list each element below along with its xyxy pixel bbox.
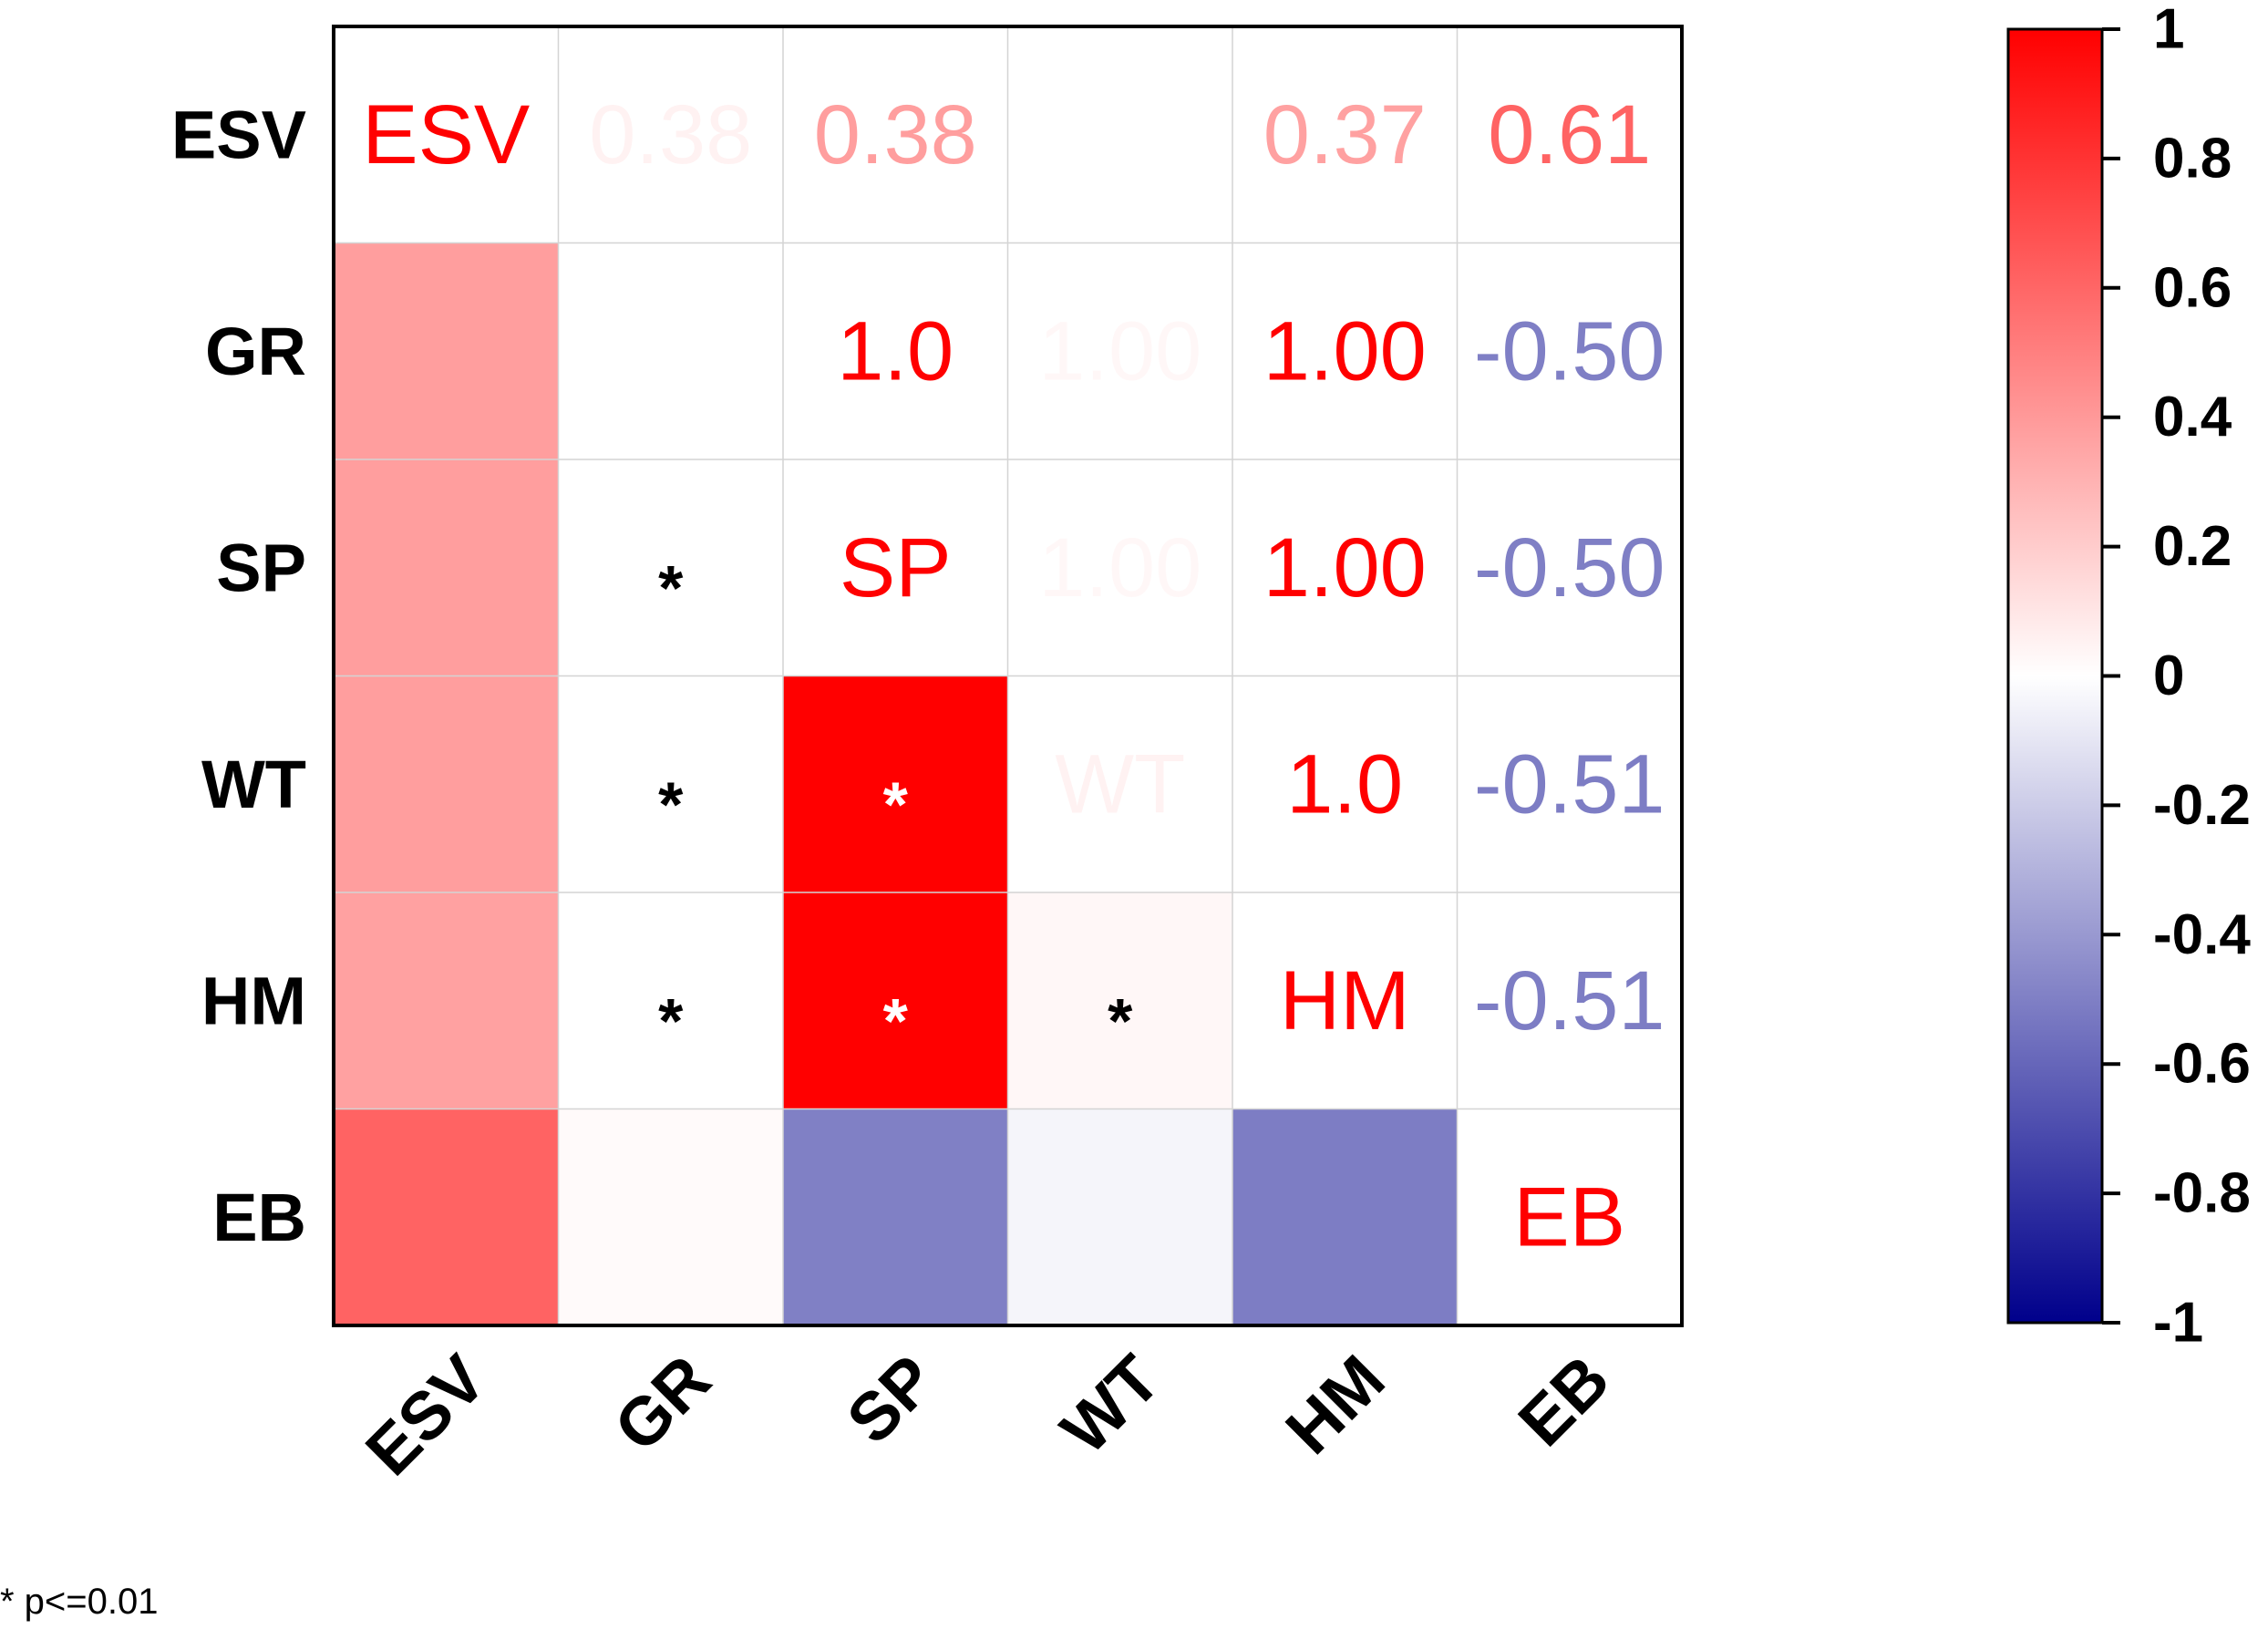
cell-value-esv-eb: 0.61	[1488, 88, 1651, 181]
heatmap-tile-hm-sp	[783, 892, 1008, 1109]
heatmap-tiles	[334, 242, 1458, 1325]
significance-footnote: * p<=0.01	[0, 1582, 159, 1622]
colorbar-ticks: 1 0.8 0.6 0.4 0.2 0 -0.2 -0.4 -0.6 -0.8 -1	[2102, 0, 2251, 1355]
heatmap-tile-eb-gr	[558, 1108, 783, 1325]
cell-value-wt-hm: 1.0	[1286, 737, 1403, 830]
heatmap-cell-texts: 0.38 0.38 0.37 0.61 1.0 1.00 1.00 -0.50 1.00 1.00…	[362, 88, 1665, 1264]
column-label-esv: ESV	[351, 1341, 500, 1490]
row-label-hm: HM	[201, 963, 306, 1038]
colorbar-gradient	[2006, 27, 2104, 1325]
heatmap-tile-sp-esv	[334, 459, 559, 676]
cell-value-esv-gr: 0.38	[589, 88, 752, 181]
row-label-gr: GR	[205, 314, 306, 389]
significance-star-hm-wt: *	[1108, 985, 1133, 1057]
cell-value-sp-eb: -0.50	[1474, 521, 1665, 614]
heatmap-tile-hm-wt	[1007, 892, 1232, 1109]
diagonal-label-wt-wt: WT	[1055, 737, 1185, 830]
row-label-wt: WT	[201, 747, 306, 822]
heatmap-tile-eb-wt	[1007, 1108, 1232, 1325]
significance-star-hm-gr: *	[658, 985, 684, 1057]
heatmap-frame	[332, 25, 1684, 1327]
heatmap-tile-wt-esv	[334, 675, 559, 892]
column-label-wt: WT	[1046, 1341, 1174, 1469]
cell-value-gr-eb: -0.50	[1474, 304, 1665, 397]
diagonal-label-esv-esv: ESV	[362, 88, 530, 181]
cell-value-esv-hm: 0.37	[1263, 88, 1427, 181]
colorbar	[2006, 27, 2104, 1325]
colorbar-tick-label: 0.8	[2153, 127, 2232, 190]
colorbar-tick-label: -0.8	[2153, 1162, 2251, 1225]
significance-star-wt-gr: *	[658, 768, 684, 840]
significance-star-wt-sp: *	[883, 768, 909, 840]
cell-value-sp-wt: 1.00	[1038, 521, 1201, 614]
cell-value-gr-sp: 1.0	[837, 304, 954, 397]
row-label-esv: ESV	[171, 97, 306, 172]
colorbar-tick-label: 0.6	[2153, 256, 2232, 319]
heatmap-tile-eb-sp	[783, 1108, 1008, 1325]
heatmap-gridlines	[334, 26, 1682, 1325]
row-label-eb: EB	[212, 1180, 306, 1255]
colorbar-tick-label: 0.4	[2153, 386, 2232, 448]
heatmap-tile-eb-esv	[334, 1108, 559, 1325]
significance-star-sp-gr: *	[658, 552, 684, 624]
colorbar-tick-label: 0	[2153, 644, 2184, 707]
diagonal-label-hm-hm: HM	[1280, 954, 1410, 1047]
heatmap-tile-gr-esv	[334, 242, 559, 459]
column-label-sp: SP	[832, 1341, 949, 1458]
colorbar-tick-label: 0.2	[2153, 515, 2232, 578]
colorbar-tick-label: -0.2	[2153, 774, 2251, 837]
cell-value-gr-wt: 1.00	[1038, 304, 1201, 397]
row-label-sp: SP	[216, 530, 306, 605]
cell-value-gr-hm: 1.00	[1263, 304, 1427, 397]
colorbar-tick-label: -0.4	[2153, 903, 2251, 966]
significance-star-hm-sp: *	[883, 985, 909, 1057]
heatmap-tile-eb-hm	[1232, 1108, 1458, 1325]
cell-value-sp-hm: 1.00	[1263, 521, 1427, 614]
diagonal-label-eb-eb: EB	[1513, 1170, 1625, 1263]
colorbar-tick-label: 1	[2153, 0, 2184, 61]
heatmap-tile-wt-sp	[783, 675, 1008, 892]
column-label-hm: HM	[1272, 1341, 1399, 1469]
cell-value-hm-eb: -0.51	[1474, 954, 1665, 1047]
cell-value-wt-eb: -0.51	[1474, 737, 1665, 830]
colorbar-tick-label: -1	[2153, 1292, 2203, 1355]
cell-value-esv-sp: 0.38	[814, 88, 977, 181]
column-label-eb: EB	[1504, 1341, 1624, 1460]
heatmap-tile-hm-esv	[334, 892, 559, 1109]
column-label-gr: GR	[600, 1341, 725, 1466]
diagonal-label-sp-sp: SP	[840, 521, 952, 614]
colorbar-tick-label: -0.6	[2153, 1033, 2251, 1096]
